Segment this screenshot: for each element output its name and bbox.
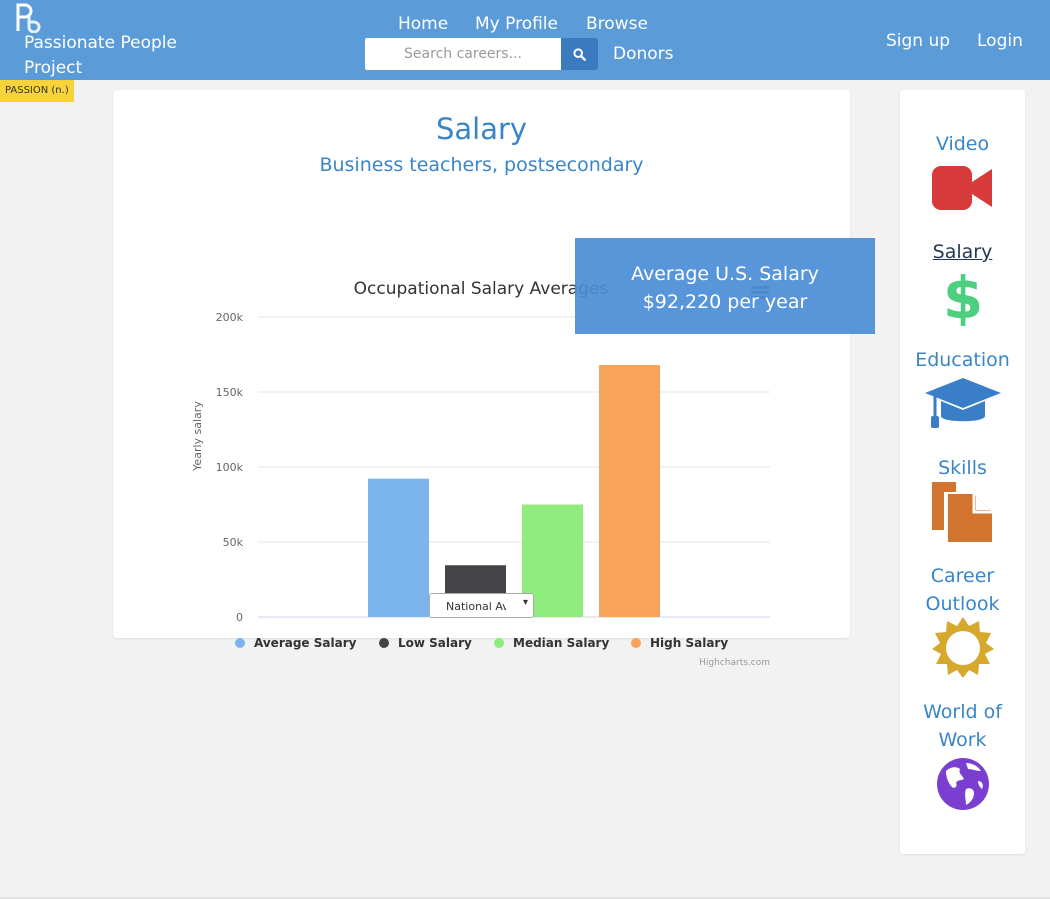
login-link[interactable]: Login [977,31,1023,51]
nav-browse-link[interactable]: Browse [586,14,648,34]
legend-item-median-salary[interactable]: Median Salary [513,636,609,650]
region-select[interactable]: National Av ▾ [429,593,534,618]
bar-high-salary[interactable] [599,365,660,617]
y-tick-label: 50k [223,536,244,549]
dollar-icon[interactable]: $ [946,264,980,326]
sidebar-item-education[interactable]: Education [915,349,1010,371]
legend-item-low-salary[interactable]: Low Salary [398,636,472,650]
career-outlook-line-1: Career [930,565,995,587]
section-title: Salary [435,112,528,146]
graduation-cap-icon[interactable] [923,376,1003,430]
career-outlook-line-2: Outlook [925,593,1000,615]
pp-logo-icon[interactable] [14,1,48,33]
nav-home-link[interactable]: Home [398,14,449,34]
brand-line-2: Project [24,58,83,78]
documents-icon[interactable] [932,482,994,544]
world-of-work-line-2: Work [938,729,987,751]
svg-text:$: $ [946,264,980,326]
world-of-work-line-1: World of [923,701,1002,723]
nav-my-profile-link[interactable]: My Profile [475,14,558,34]
y-tick-label: 200k [216,311,244,324]
search-input[interactable]: Search careers... [365,38,561,70]
y-tick-label: 100k [216,461,244,474]
legend-marker[interactable] [494,638,504,648]
brand-line-1: Passionate People [24,33,177,53]
signup-link[interactable]: Sign up [886,31,951,51]
sun-icon[interactable] [932,616,994,678]
chart-title: Occupational Salary Averages [354,279,609,299]
y-tick-label: 150k [216,386,244,399]
navbar: Passionate People Project Home My Profil… [0,0,1050,80]
salary-card: Salary Business teachers, postsecondary … [113,90,850,668]
legend-marker[interactable] [235,638,245,648]
search-icon [573,47,586,61]
legend-item-average-salary[interactable]: Average Salary [254,636,357,650]
chart-credits[interactable]: Highcharts.com [699,658,770,668]
section-sidebar: Video Salary $ Education Skills Career O… [900,90,1025,854]
video-camera-icon[interactable] [932,166,992,210]
nav-donors-link[interactable]: Donors [613,44,674,64]
legend-item-high-salary[interactable]: High Salary [650,636,728,650]
passion-tag[interactable]: PASSION (n.) [0,80,74,102]
bar-average-salary[interactable] [368,478,429,617]
sidebar-item-career-outlook[interactable]: Career Outlook [900,562,1025,618]
y-tick-label: 0 [236,611,243,624]
chevron-down-icon: ▾ [522,597,528,608]
sidebar-item-video[interactable]: Video [935,133,990,155]
search-button[interactable] [561,38,598,70]
tooltip-line-1: Average U.S. Salary [631,263,819,285]
chart-tooltip: Average U.S. Salary $92,220 per year [575,238,875,334]
brand-name[interactable]: Passionate People Project [24,31,214,81]
region-select-value: National Av [446,600,506,613]
globe-icon[interactable] [936,757,990,811]
legend-marker[interactable] [631,638,641,648]
sidebar-item-skills[interactable]: Skills [938,457,987,479]
page-bottom-border [0,897,1050,899]
sidebar-item-salary[interactable]: Salary [932,241,993,263]
y-axis-label: Yearly salary [191,401,204,472]
salary-chart: Occupational Salary Averages 0 50k 100k 150… [191,279,770,668]
tooltip-line-2: $92,220 per year [642,291,808,313]
legend-marker[interactable] [379,638,389,648]
sidebar-item-world-of-work[interactable]: World of Work [900,698,1025,754]
occupation-subtitle: Business teachers, postsecondary [319,154,644,176]
